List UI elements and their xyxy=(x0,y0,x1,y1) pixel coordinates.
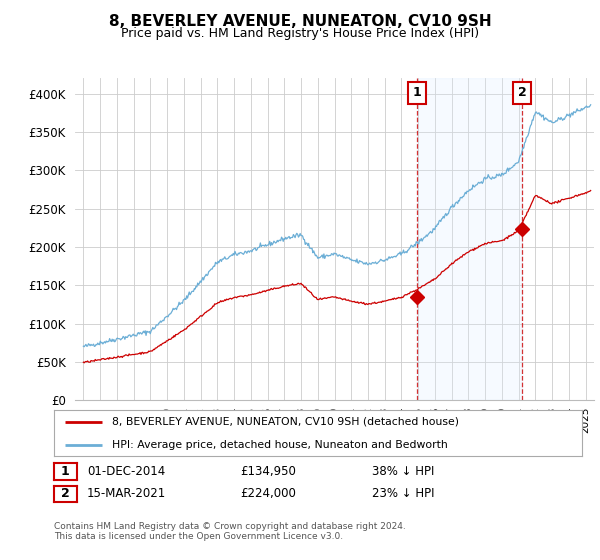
Text: 1: 1 xyxy=(61,465,70,478)
Text: 2: 2 xyxy=(61,487,70,501)
Text: £224,000: £224,000 xyxy=(240,487,296,501)
Text: 8, BEVERLEY AVENUE, NUNEATON, CV10 9SH (detached house): 8, BEVERLEY AVENUE, NUNEATON, CV10 9SH (… xyxy=(112,417,459,427)
Text: Price paid vs. HM Land Registry's House Price Index (HPI): Price paid vs. HM Land Registry's House … xyxy=(121,27,479,40)
Bar xyxy=(417,78,522,400)
Text: 1: 1 xyxy=(412,86,421,99)
Text: £134,950: £134,950 xyxy=(240,465,296,478)
Text: 15-MAR-2021: 15-MAR-2021 xyxy=(87,487,166,501)
Text: 01-DEC-2014: 01-DEC-2014 xyxy=(87,465,165,478)
Text: HPI: Average price, detached house, Nuneaton and Bedworth: HPI: Average price, detached house, Nune… xyxy=(112,440,448,450)
Text: 8, BEVERLEY AVENUE, NUNEATON, CV10 9SH: 8, BEVERLEY AVENUE, NUNEATON, CV10 9SH xyxy=(109,14,491,29)
Text: Contains HM Land Registry data © Crown copyright and database right 2024.
This d: Contains HM Land Registry data © Crown c… xyxy=(54,522,406,542)
Text: 2: 2 xyxy=(518,86,527,99)
Text: 38% ↓ HPI: 38% ↓ HPI xyxy=(372,465,434,478)
Text: 23% ↓ HPI: 23% ↓ HPI xyxy=(372,487,434,501)
